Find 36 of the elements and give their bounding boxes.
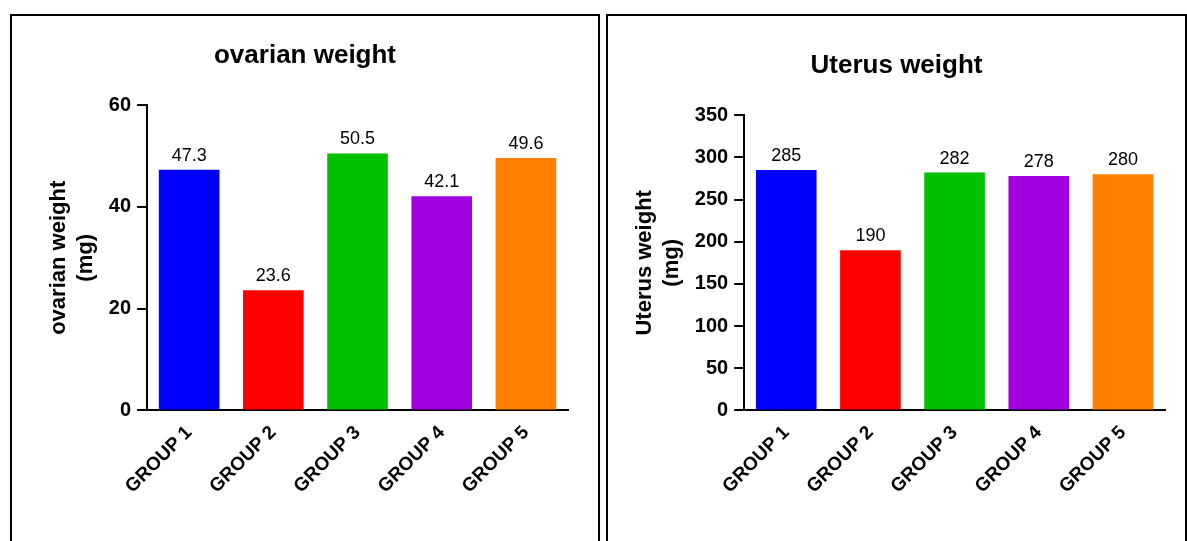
bar [243, 290, 304, 410]
bar [158, 169, 220, 410]
bar [327, 153, 388, 410]
y-tick-label: 300 [694, 144, 729, 167]
y-tick-label: 150 [694, 271, 729, 294]
data-label: 42.1 [424, 171, 460, 192]
data-label: 50.5 [340, 128, 376, 149]
data-label: 278 [1023, 150, 1054, 171]
y-tick-label: 60 [108, 92, 132, 115]
data-label: 190 [855, 225, 886, 246]
data-label: 23.6 [255, 265, 291, 286]
y-axis-title: ovarian weight (mg) [45, 180, 97, 335]
y-tick-label: 40 [108, 194, 132, 217]
data-label: 282 [939, 147, 970, 168]
y-tick-label: 100 [694, 313, 729, 336]
data-label: 49.6 [508, 133, 544, 154]
data-label: 47.3 [171, 144, 207, 165]
y-tick-label: 0 [717, 397, 729, 420]
bar [924, 172, 985, 410]
y-tick-label: 0 [119, 397, 132, 420]
bar [840, 250, 901, 410]
y-tick-label: 20 [108, 296, 132, 319]
bar [1092, 174, 1154, 410]
y-tick-label: 200 [694, 229, 729, 252]
bar [755, 170, 817, 410]
y-tick-label: 50 [705, 355, 729, 378]
bar [411, 196, 473, 410]
y-axis-title: Uterus weight (mg) [631, 189, 683, 336]
y-tick-label: 250 [694, 187, 729, 210]
data-label: 280 [1107, 149, 1138, 170]
chart-title: ovarian weight [213, 38, 397, 69]
y-tick-label: 350 [694, 102, 729, 125]
chart-title: Uterus weight [810, 48, 983, 79]
bar [1008, 175, 1070, 410]
data-label: 285 [771, 144, 802, 165]
bar [495, 158, 557, 410]
